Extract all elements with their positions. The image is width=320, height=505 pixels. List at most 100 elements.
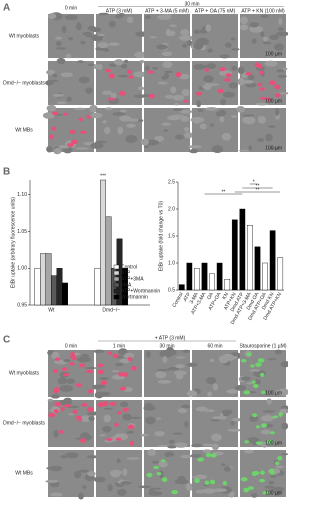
texture (181, 89, 190, 97)
row-label: Wt myoblasts (9, 370, 40, 376)
stained-nucleus (257, 358, 265, 363)
texture (204, 409, 215, 413)
texture (195, 406, 208, 412)
bar (56, 268, 63, 306)
stained-nucleus (219, 67, 226, 72)
column-header: Staurosporine (1 µM) (239, 343, 286, 349)
texture (202, 443, 215, 447)
texture (240, 16, 248, 24)
texture (191, 475, 199, 479)
texture (45, 479, 59, 483)
texture (184, 126, 190, 132)
stained-nucleus (108, 97, 115, 101)
stained-nucleus (269, 80, 276, 86)
texture (172, 94, 185, 101)
texture (61, 25, 67, 34)
texture (111, 370, 120, 373)
texture (209, 358, 215, 363)
texture (238, 149, 252, 152)
x-tick-label: ATP (182, 291, 192, 303)
stained-nucleus (266, 97, 271, 102)
texture (63, 359, 71, 363)
texture (161, 122, 171, 126)
stained-nucleus (255, 441, 263, 445)
texture (46, 145, 53, 153)
texture (211, 145, 224, 154)
texture (145, 350, 151, 358)
texture (257, 116, 263, 124)
column-header: 30 min (184, 1, 199, 7)
stained-nucleus (58, 430, 64, 434)
texture (174, 442, 188, 448)
column-header: 0 min (65, 5, 77, 11)
texture (178, 73, 190, 80)
stained-nucleus (115, 437, 122, 441)
texture (125, 135, 138, 143)
stained-nucleus (86, 407, 94, 412)
texture (126, 430, 135, 434)
stained-nucleus (270, 431, 275, 435)
y-tick-label: 1.5 (168, 233, 175, 239)
texture (277, 74, 287, 79)
texture (82, 32, 91, 36)
texture (186, 390, 198, 397)
texture (66, 378, 76, 385)
texture (180, 109, 193, 114)
texture (184, 132, 193, 139)
texture (275, 465, 285, 469)
stained-nucleus (259, 372, 265, 378)
column-header: 60 min (207, 343, 222, 349)
stained-nucleus (129, 440, 135, 446)
stained-nucleus (265, 439, 273, 445)
stained-nucleus (277, 456, 283, 461)
texture (278, 388, 289, 396)
texture (211, 433, 222, 442)
bar (209, 273, 215, 291)
texture (119, 401, 129, 408)
texture (93, 64, 101, 70)
texture (207, 48, 214, 53)
texture (219, 54, 230, 59)
texture (86, 455, 99, 459)
stained-nucleus (118, 90, 126, 96)
texture (266, 398, 272, 405)
texture (249, 21, 259, 28)
texture (274, 43, 284, 51)
stained-nucleus (278, 412, 283, 417)
annotation: ** (221, 189, 225, 195)
texture (167, 366, 180, 371)
texture (269, 34, 279, 41)
texture (129, 416, 142, 419)
texture (133, 71, 147, 78)
stained-nucleus (259, 478, 266, 483)
legend-label: ATP (121, 270, 131, 276)
texture (122, 468, 128, 476)
texture (126, 457, 140, 460)
x-tick-label: 3-MA (189, 291, 201, 305)
stained-nucleus (244, 440, 250, 444)
stained-nucleus (105, 68, 112, 73)
stained-nucleus (210, 453, 217, 458)
stained-nucleus (54, 401, 62, 407)
texture (64, 14, 78, 21)
texture (218, 355, 230, 364)
stained-nucleus (75, 383, 83, 387)
texture (49, 492, 63, 497)
texture (168, 439, 175, 444)
texture (93, 349, 105, 354)
texture (276, 31, 289, 37)
texture (152, 460, 159, 464)
row-label: Wt myoblasts (9, 33, 40, 39)
stained-nucleus (70, 351, 75, 357)
texture (107, 483, 113, 492)
texture (152, 66, 158, 70)
y-tick-label: 1.0 (168, 260, 175, 266)
texture (167, 445, 177, 449)
texture (57, 377, 67, 385)
legend-swatch (113, 264, 120, 270)
texture (126, 123, 136, 128)
texture (87, 63, 96, 67)
texture (59, 399, 72, 406)
texture (193, 63, 206, 70)
stained-nucleus (114, 422, 119, 427)
